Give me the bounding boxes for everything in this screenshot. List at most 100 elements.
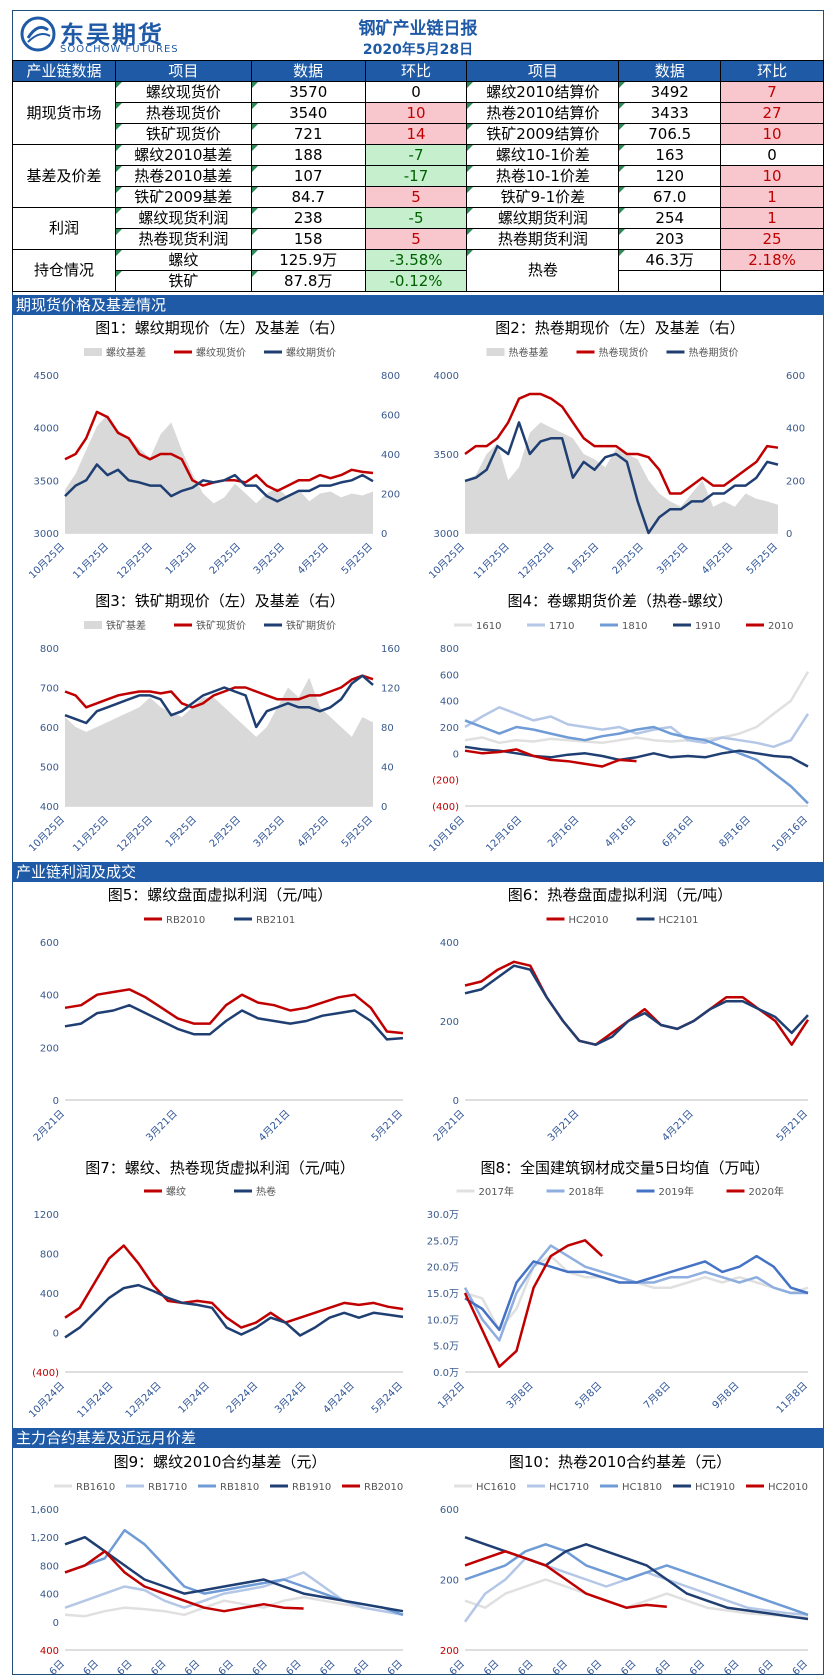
table-cell: 107 <box>250 165 366 187</box>
x-tick-label: 2月21日 <box>431 1108 467 1144</box>
series-line <box>64 1283 404 1339</box>
logo-icon <box>20 16 56 52</box>
x-tick-label: 11月25日 <box>70 814 111 855</box>
y-tick-label: 200 <box>40 1043 59 1054</box>
x-tick-label: 10月25日 <box>26 814 67 855</box>
series-line <box>464 1254 809 1332</box>
table-cell: 706.5 <box>618 123 722 145</box>
y-tick-label: 600 <box>40 938 59 949</box>
table-cell: 5 <box>364 186 468 208</box>
x-tick-label: 2月16日 <box>545 814 581 850</box>
y-tick-label: 400 <box>40 1646 59 1657</box>
y-tick-label: (400) <box>432 802 459 813</box>
chart-iron-ore-spot-futures: 铁矿基差 铁矿现货价 铁矿期货价 400 500 600 700 800 0 40 80 120 160… <box>26 619 400 855</box>
y-tick-label: 0.0万 <box>433 1368 459 1379</box>
series-line <box>464 671 810 745</box>
x-tick-label: 3月25日 <box>251 814 287 850</box>
legend-label: HC2101 <box>659 915 699 926</box>
table-cell: 10 <box>720 123 824 145</box>
y-right-tick-label: 80 <box>381 723 394 734</box>
x-tick-label: 12月25日 <box>114 814 155 855</box>
y-tick-label: 600 <box>440 670 459 681</box>
y-tick-label: 800 <box>40 644 59 655</box>
x-tick-label: 4月25日 <box>295 814 331 850</box>
legend-label: HC1610 <box>476 1482 516 1493</box>
chart-title: 图6：热卷盘面虚拟利润（元/吨） <box>507 886 733 904</box>
x-tick-label: 3月24日 <box>272 1380 308 1416</box>
y-tick-label: 15.0万 <box>427 1289 459 1300</box>
x-tick-label: 5月21日 <box>369 1108 405 1144</box>
legend-label: 2018年 <box>569 1185 604 1198</box>
table-cell: 螺纹 <box>114 249 252 271</box>
y-right-tick-label: 0 <box>381 529 387 540</box>
legend-label: 铁矿期货价 <box>286 619 336 632</box>
table-cell <box>720 270 824 292</box>
series-line <box>464 964 809 1046</box>
table-cell: -7 <box>364 144 468 166</box>
x-tick-label: 1月25日 <box>163 541 199 577</box>
x-tick-label: 5月8日 <box>573 1380 605 1412</box>
legend-label: HC1910 <box>695 1482 735 1493</box>
report-header: 东吴期货 SOOCHOW FUTURES 钢矿产业链日报 2020年5月28日 <box>12 10 824 60</box>
series-line <box>64 1595 404 1618</box>
x-tick-label: 3月21日 <box>545 1108 581 1144</box>
y-right-tick-label: 0 <box>381 802 387 813</box>
y-tick-label: 20.0万 <box>427 1263 459 1274</box>
x-tick-label: 5月24日 <box>369 1380 405 1416</box>
y-tick-label: 800 <box>40 1561 59 1572</box>
section-header-basis: 主力合约基差及近远月价差 <box>12 1428 824 1448</box>
x-tick-label: 6日 <box>619 1658 638 1677</box>
series-line <box>64 1550 304 1613</box>
table-cell: 10 <box>364 102 468 124</box>
y-tick-label: 400 <box>440 697 459 708</box>
report-date: 2020年5月28日 <box>362 42 474 58</box>
group-label: 基差及价差 <box>12 144 116 208</box>
table-row: 期现货市场 螺纹现货价 3570 0 螺纹2010结算价 3492 7 <box>12 81 824 145</box>
series-line <box>464 1543 809 1616</box>
table-header: 产业链数据 <box>12 60 116 82</box>
table-header: 环比 <box>720 60 824 82</box>
chart-hrc-basis: HC1610 HC1710 HC1810 HC1910 HC2010 200 200 600 6… <box>440 1482 810 1678</box>
x-tick-label: 4月21日 <box>256 1108 292 1144</box>
table-cell: 721 <box>250 123 366 145</box>
x-tick-label: 6日 <box>149 1658 168 1677</box>
industry-data-table: 产业链数据 项目 数据 环比 项目 数据 环比 期现货市场 螺纹现货价 3570… <box>12 60 824 292</box>
y-tick-label: 1200 <box>34 1210 59 1221</box>
table-row: 热卷现货利润 158 5 热卷期货利润 203 25 <box>13 228 824 250</box>
x-tick-label: 9月8日 <box>710 1380 742 1412</box>
chart-rebar-spot-futures: 螺纹基差 螺纹现货价 螺纹期货价 3000 3500 4000 4500 0 200 400 600… <box>26 346 400 582</box>
legend-label: HC1710 <box>549 1482 589 1493</box>
chart-hrc-spot-futures: 热卷基差 热卷现货价 热卷期货价 3000 3500 4000 0 200 400 600 10月2… <box>426 346 805 581</box>
y-right-tick-label: 800 <box>381 371 400 382</box>
table-row: 铁矿2009基差 84.7 5 铁矿9-1价差 67.0 1 <box>13 186 824 208</box>
table-cell: 87.8万 <box>250 270 366 292</box>
table-header: 环比 <box>364 60 468 82</box>
legend-label: HC2010 <box>569 915 609 926</box>
legend-label: RB2010 <box>364 1482 403 1493</box>
table-cell: 188 <box>250 144 366 166</box>
table-cell: 铁矿 <box>114 270 252 292</box>
legend-label: 热卷基差 <box>509 346 549 359</box>
legend-label: 1710 <box>549 621 574 632</box>
company-logo: 东吴期货 SOOCHOW FUTURES <box>20 16 190 56</box>
table-cell: 铁矿2009基差 <box>114 186 252 208</box>
x-tick-label: 12月25日 <box>114 541 155 582</box>
y-right-tick-label: 600 <box>381 411 400 422</box>
x-tick-label: 4月16日 <box>602 814 638 850</box>
group-label: 利润 <box>12 207 116 250</box>
table-cell: 120 <box>618 165 722 187</box>
table-cell: 14 <box>364 123 468 145</box>
chart-spot-virtual-profit: 螺纹 热卷 (400) 0 400 800 1200 10月24日 11月24日 12月24日 1月… <box>26 1185 405 1420</box>
y-right-tick-label: 120 <box>381 684 400 695</box>
table-header: 数据 <box>618 60 722 82</box>
table-row: 热卷2010基差 107 -17 热卷10-1价差 120 10 <box>13 165 824 187</box>
table-row: 基差及价差 螺纹2010基差 188 -7 螺纹10-1价差 163 0 <box>12 144 824 208</box>
series-line <box>64 988 404 1035</box>
chart-title: 图10：热卷2010合约基差（元） <box>508 1453 732 1471</box>
y-tick-label: 3000 <box>34 529 59 540</box>
table-cell: 1 <box>720 186 824 208</box>
x-tick-label: 6日 <box>585 1658 604 1677</box>
y-tick-label: 0 <box>53 1618 59 1629</box>
legend-label: HC1810 <box>622 1482 662 1493</box>
table-cell: 7 <box>720 81 824 103</box>
